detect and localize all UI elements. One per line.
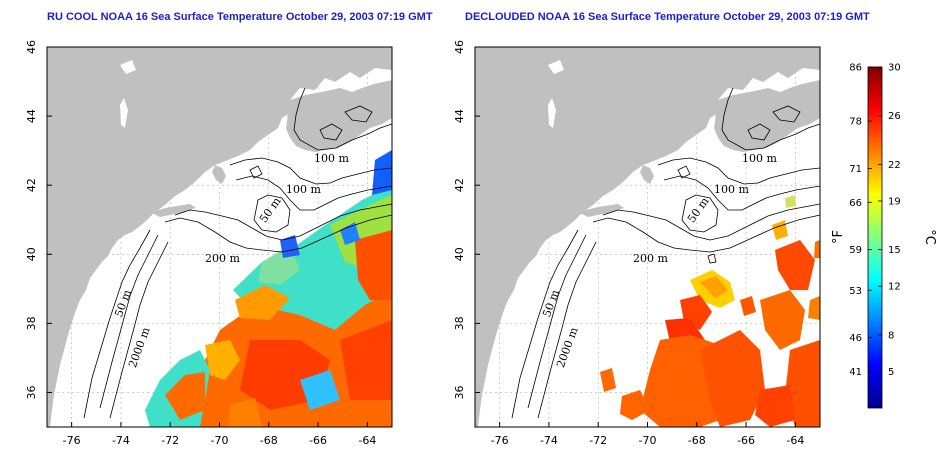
x-tick-label: -74 xyxy=(112,434,130,447)
contour-label: 100 m xyxy=(286,183,321,196)
bathymetry-contours xyxy=(83,87,393,419)
fahrenheit-tick-label: 41 xyxy=(849,367,862,378)
colorbar-gradient xyxy=(867,66,883,409)
contour-label: 100 m xyxy=(714,183,749,196)
x-tick-label: -74 xyxy=(540,434,558,447)
y-tick-label: 36 xyxy=(25,385,38,399)
y-tick-label: 38 xyxy=(453,316,466,330)
land-mass xyxy=(475,47,820,427)
x-tick-label: -68 xyxy=(688,434,706,447)
axis-ticks: -76 -74 -72 -70 -68 -66 -64 46 44 42 40 38 36 xyxy=(453,40,804,447)
x-tick-label: -70 xyxy=(639,434,657,447)
y-tick-label: 46 xyxy=(453,40,466,54)
x-tick-label: -70 xyxy=(211,434,229,447)
fahrenheit-tick-label: 46 xyxy=(849,333,862,344)
x-tick-label: -76 xyxy=(491,434,509,447)
axis-ticks: -76 -74 -72 -70 -68 -66 -64 46 44 42 40 38 36 xyxy=(25,40,376,447)
sst-data-layer xyxy=(145,150,392,427)
y-tick-label: 44 xyxy=(25,109,38,123)
y-tick-label: 40 xyxy=(25,247,38,261)
celsius-tick-label: 5 xyxy=(888,367,894,378)
y-tick-label: 36 xyxy=(453,385,466,399)
x-tick-label: -72 xyxy=(589,434,607,447)
fahrenheit-tick-label: 59 xyxy=(849,245,862,256)
x-tick-label: -66 xyxy=(309,434,327,447)
contour-label: 100 m xyxy=(742,152,777,165)
fahrenheit-tick-label: 78 xyxy=(849,117,862,128)
x-tick-label: -66 xyxy=(737,434,755,447)
sst-data-layer xyxy=(600,195,820,427)
fahrenheit-ticks: 86 78 71 66 59 53 46 41 xyxy=(849,63,872,378)
fahrenheit-tick-label: 71 xyxy=(849,164,862,175)
temperature-colorbar: 86 78 71 66 59 53 46 41 30 26 22 19 15 12 8 5 °F °C xyxy=(831,63,937,409)
y-tick-label: 42 xyxy=(453,178,466,192)
contour-label: 200 m xyxy=(205,252,240,265)
y-tick-label: 46 xyxy=(25,40,38,54)
celsius-unit-label: °C xyxy=(922,229,937,245)
celsius-tick-label: 19 xyxy=(888,196,901,207)
raw-sst-map: 100 m 100 m 50 m 200 m 50 m 2000 m -76 -7… xyxy=(25,40,393,447)
contour-label: 200 m xyxy=(633,252,668,265)
y-tick-label: 42 xyxy=(25,178,38,192)
left-map-title: RU COOL NOAA 16 Sea Surface Temperature … xyxy=(47,11,433,23)
right-map-title: DECLOUDED NOAA 16 Sea Surface Temperatur… xyxy=(465,11,870,23)
fahrenheit-unit-label: °F xyxy=(831,230,846,244)
contour-label: 100 m xyxy=(314,152,349,165)
fahrenheit-tick-label: 66 xyxy=(849,198,862,209)
celsius-tick-label: 22 xyxy=(888,160,901,171)
celsius-tick-label: 8 xyxy=(888,330,894,341)
x-tick-label: -76 xyxy=(63,434,81,447)
y-tick-label: 40 xyxy=(453,247,466,261)
celsius-ticks: 30 26 22 19 15 12 8 5 xyxy=(878,63,901,378)
x-tick-label: -68 xyxy=(260,434,278,447)
celsius-tick-label: 30 xyxy=(888,63,901,74)
celsius-tick-label: 15 xyxy=(888,245,901,256)
celsius-tick-label: 12 xyxy=(888,282,901,293)
declouded-sst-map: 100 m 100 m 50 m 200 m 50 m 2000 m -76 -7… xyxy=(453,40,821,447)
land-mass xyxy=(47,47,392,427)
celsius-tick-label: 26 xyxy=(888,111,901,122)
x-tick-label: -72 xyxy=(161,434,179,447)
y-tick-label: 44 xyxy=(453,109,466,123)
y-tick-label: 38 xyxy=(25,316,38,330)
x-tick-label: -64 xyxy=(786,434,804,447)
bathymetry-contours xyxy=(511,87,821,419)
x-tick-label: -64 xyxy=(358,434,376,447)
fahrenheit-tick-label: 53 xyxy=(849,286,862,297)
fahrenheit-tick-label: 86 xyxy=(849,63,862,74)
